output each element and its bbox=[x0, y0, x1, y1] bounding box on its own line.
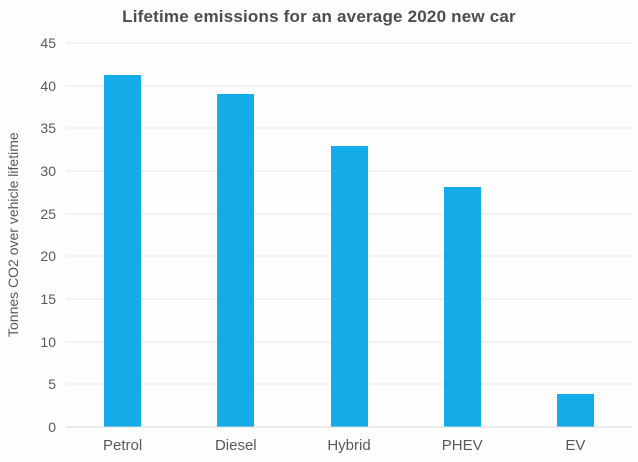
x-axis-category-labels: Petrol Diesel Hybrid PHEV EV bbox=[66, 437, 632, 459]
bar-hybrid bbox=[330, 146, 368, 427]
y-tick-label: 30 bbox=[40, 163, 56, 179]
chart-title: Lifetime emissions for an average 2020 n… bbox=[122, 7, 516, 26]
x-label-ev: EV bbox=[565, 437, 586, 454]
gridline bbox=[66, 42, 632, 44]
x-label-petrol: Petrol bbox=[103, 437, 143, 454]
gridline bbox=[66, 85, 632, 87]
gridline bbox=[66, 127, 632, 129]
y-tick-label: 35 bbox=[40, 120, 56, 137]
bar-phev bbox=[443, 187, 481, 427]
bar-petrol bbox=[104, 75, 142, 427]
y-tick-label: 40 bbox=[40, 77, 56, 94]
y-tick-label: 25 bbox=[40, 205, 56, 222]
y-tick-label: 15 bbox=[40, 291, 56, 307]
bar-diesel bbox=[217, 94, 255, 427]
plot-area bbox=[66, 42, 632, 428]
y-axis-tick-labels: 0 5 10 15 20 25 30 35 40 45 bbox=[0, 36, 56, 434]
bar-ev bbox=[556, 393, 594, 427]
y-tick-label: 20 bbox=[40, 248, 56, 265]
y-tick-label: 5 bbox=[48, 376, 56, 393]
x-label-diesel: Diesel bbox=[214, 437, 257, 454]
x-label-phev: PHEV bbox=[441, 437, 483, 454]
y-tick-label: 0 bbox=[48, 419, 56, 435]
y-tick-label: 10 bbox=[40, 333, 56, 350]
x-axis-baseline bbox=[66, 426, 632, 428]
x-label-hybrid: Hybrid bbox=[327, 437, 371, 454]
y-tick-label: 45 bbox=[40, 35, 56, 51]
